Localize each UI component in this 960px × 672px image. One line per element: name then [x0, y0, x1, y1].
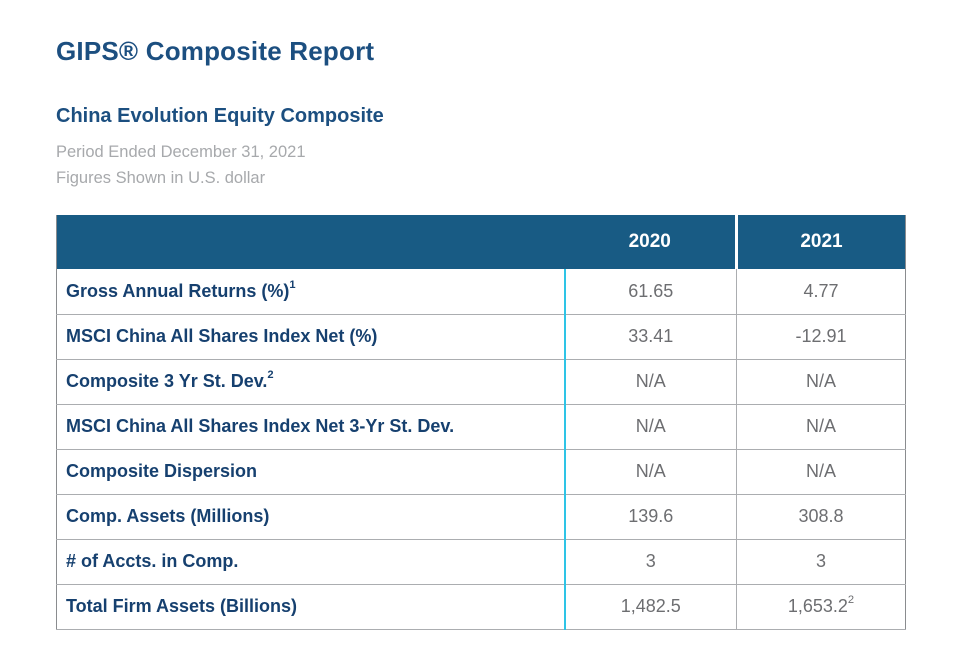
row-label: Composite Dispersion	[56, 449, 566, 495]
table-row: Total Firm Assets (Billions) 1,482.5 1,653…	[56, 584, 906, 630]
row-value-2021: N/A	[736, 404, 906, 450]
table-row: # of Accts. in Comp. 3 3	[56, 539, 906, 585]
row-value-2021: -12.91	[736, 314, 906, 360]
table-header-row: 2020 2021	[56, 215, 906, 269]
header-empty-cell	[56, 215, 565, 269]
row-label: MSCI China All Shares Index Net (%)	[56, 314, 566, 360]
table-row: Composite 3 Yr St. Dev.2 N/A N/A	[56, 359, 906, 405]
header-year-2020: 2020	[564, 215, 737, 269]
composite-data-table: 2020 2021 Gross Annual Returns (%)1 61.65…	[56, 215, 906, 630]
row-value-2021: 4.77	[736, 269, 906, 315]
page-title: GIPS® Composite Report	[56, 36, 375, 66]
row-label: Comp. Assets (Millions)	[56, 494, 566, 540]
table-row: Composite Dispersion N/A N/A	[56, 449, 906, 495]
header-year-2021: 2021	[735, 215, 906, 269]
row-value-2021: 308.8	[736, 494, 906, 540]
row-label: MSCI China All Shares Index Net 3-Yr St.…	[56, 404, 566, 450]
row-value-2020: 3	[564, 539, 737, 585]
row-value-2020: N/A	[564, 359, 737, 405]
row-label: Total Firm Assets (Billions)	[56, 584, 566, 630]
row-value-2021: 3	[736, 539, 906, 585]
table-row: MSCI China All Shares Index Net (%) 33.41…	[56, 314, 906, 360]
row-value-2021: 1,653.22	[736, 584, 906, 630]
row-label: Gross Annual Returns (%)1	[56, 269, 566, 315]
row-value-2020: 139.6	[564, 494, 737, 540]
table-row: Comp. Assets (Millions) 139.6 308.8	[56, 494, 906, 540]
row-value-2020: N/A	[564, 449, 737, 495]
row-value-2021: N/A	[736, 449, 906, 495]
footnote-superscript: 1	[289, 279, 296, 292]
row-value-2021: N/A	[736, 359, 906, 405]
row-label: # of Accts. in Comp.	[56, 539, 566, 585]
currency-line: Figures Shown in U.S. dollar	[56, 169, 266, 187]
table-row: MSCI China All Shares Index Net 3-Yr St.…	[56, 404, 906, 450]
period-ended-line: Period Ended December 31, 2021	[56, 143, 306, 161]
row-label: Composite 3 Yr St. Dev.2	[56, 359, 566, 405]
row-value-2020: 61.65	[564, 269, 737, 315]
row-value-2020: 33.41	[564, 314, 737, 360]
footnote-superscript: 2	[847, 594, 855, 607]
table-row: Gross Annual Returns (%)1 61.65 4.77	[56, 269, 906, 315]
row-value-2020: N/A	[564, 404, 737, 450]
footnote-superscript: 2	[267, 369, 274, 382]
row-value-2020: 1,482.5	[564, 584, 737, 630]
composite-name-title: China Evolution Equity Composite	[56, 105, 384, 127]
